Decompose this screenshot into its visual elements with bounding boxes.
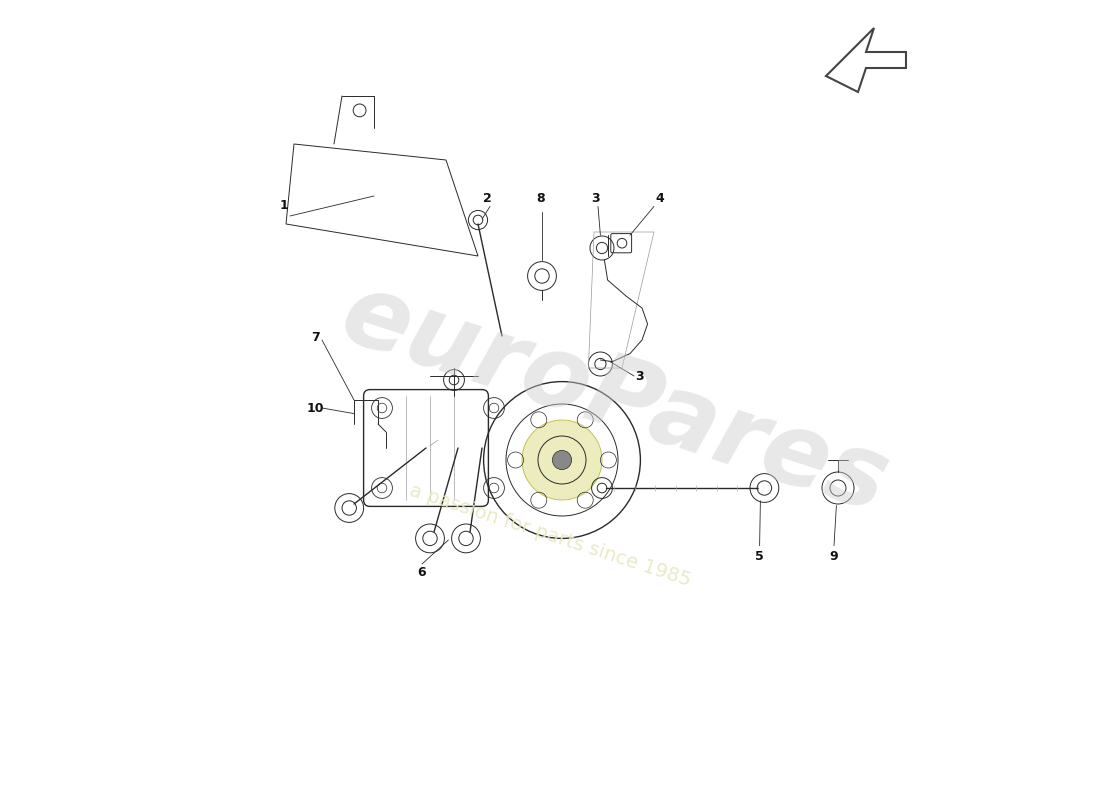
Text: euroPares: euroPares	[329, 266, 900, 534]
Circle shape	[552, 450, 572, 470]
Text: 4: 4	[656, 192, 664, 205]
Text: 6: 6	[418, 566, 427, 578]
Text: 8: 8	[536, 192, 544, 205]
Text: a passion for parts since 1985: a passion for parts since 1985	[407, 482, 693, 590]
Text: 3: 3	[636, 370, 644, 382]
Text: 7: 7	[311, 331, 320, 344]
Text: 9: 9	[829, 550, 838, 562]
Circle shape	[522, 420, 602, 500]
Text: 3: 3	[592, 192, 600, 205]
Text: 10: 10	[307, 402, 324, 414]
Text: 5: 5	[756, 550, 764, 562]
Text: 2: 2	[483, 192, 492, 205]
Text: 1: 1	[280, 199, 289, 212]
